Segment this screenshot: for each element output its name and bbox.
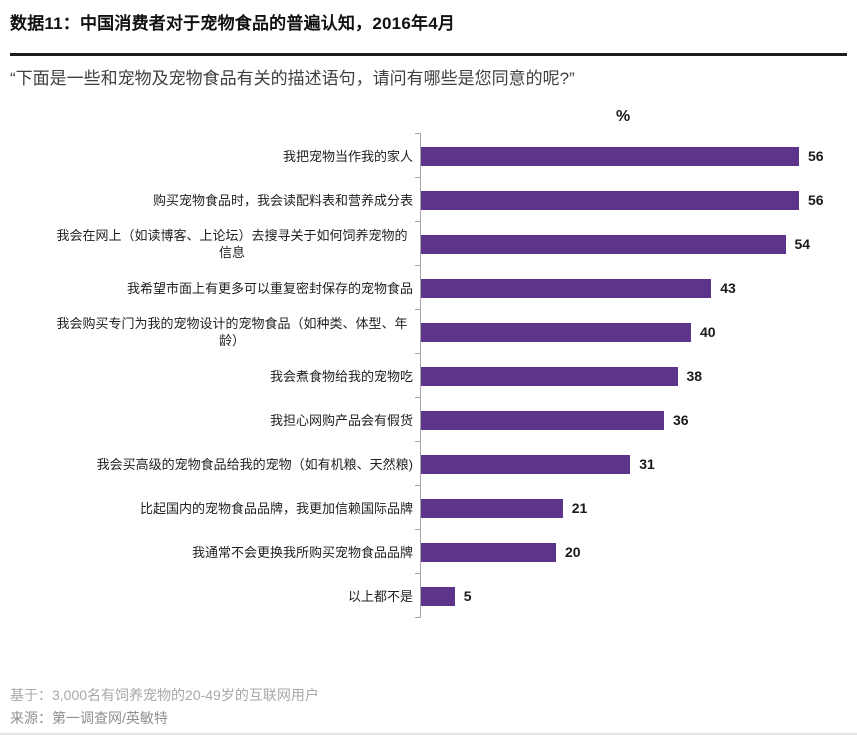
chart-footnotes: 基于：3,000名有饲养宠物的20-49岁的互联网用户 来源：第一调查网/英敏特 [10, 684, 847, 730]
chart-row: 我会在网上（如读博客、上论坛）去搜寻关于如何饲养宠物的信息 54 [10, 221, 847, 266]
bar [421, 498, 563, 518]
source-note: 来源：第一调查网/英敏特 [10, 710, 168, 726]
bar [421, 542, 556, 562]
value-label: 21 [571, 500, 588, 516]
bar [421, 278, 712, 298]
page-title: 数据11：中国消费者对于宠物食品的普遍认知，2016年4月 [10, 14, 456, 33]
bar [421, 234, 786, 254]
category-cell: 以上都不是 [10, 588, 420, 605]
category-cell: 我担心网购产品会有假货 [10, 412, 420, 429]
value-label: 38 [686, 368, 703, 384]
value-label: 54 [794, 236, 811, 252]
category-label: 我希望市面上有更多可以重复密封保存的宠物食品 [126, 280, 413, 296]
category-cell: 我希望市面上有更多可以重复密封保存的宠物食品 [10, 280, 420, 297]
category-label: 以上都不是 [347, 588, 413, 604]
chart-row: 我会煮食物给我的宠物吃 38 [10, 353, 847, 398]
value-label: 56 [808, 192, 824, 208]
chart-row: 我希望市面上有更多可以重复密封保存的宠物食品 43 [10, 265, 847, 310]
chart-row: 我会买高级的宠物食品给我的宠物（如有机粮、天然粮) 31 [10, 441, 847, 486]
bar-cell: 21 [415, 485, 847, 530]
category-label: 我会购买专门为我的宠物设计的宠物食品（如种类、体型、年龄） [56, 316, 408, 348]
bar [421, 366, 678, 386]
bar-cell: 36 [415, 397, 847, 442]
bar [421, 190, 799, 210]
bar [421, 322, 691, 342]
bar [421, 586, 455, 606]
category-cell: 我会买高级的宠物食品给我的宠物（如有机粮、天然粮) [10, 456, 420, 473]
value-label: 20 [565, 544, 581, 560]
bar [421, 410, 664, 430]
value-label: 40 [700, 324, 716, 340]
bar [421, 146, 799, 166]
bar-chart: % 我把宠物当作我的家人 56 购买宠物食品时，我会读配料表和营养成分表 56 我会在网… [10, 108, 847, 618]
value-label: 56 [808, 148, 824, 164]
survey-question: “下面是一些和宠物及宠物食品有关的描述语句，请问有哪些是您同意的呢?” [10, 69, 575, 88]
value-label: 36 [673, 412, 689, 428]
category-cell: 比起国内的宠物食品品牌，我更加信赖国际品牌 [10, 500, 420, 517]
bar-cell: 5 [415, 573, 847, 618]
category-label: 我通常不会更换我所购买宠物食品品牌 [191, 544, 413, 560]
base-note: 基于：3,000名有饲养宠物的20-49岁的互联网用户 [10, 687, 319, 703]
bar-cell: 20 [415, 529, 847, 574]
bar-cell: 56 [415, 133, 847, 178]
chart-row: 以上都不是 5 [10, 573, 847, 618]
bar-cell: 38 [415, 353, 847, 398]
category-label: 我会在网上（如读博客、上论坛）去搜寻关于如何饲养宠物的信息 [56, 228, 408, 260]
bar-cell: 31 [415, 441, 847, 486]
axis-unit-spacer [10, 108, 420, 134]
bar-cell: 56 [415, 177, 847, 222]
chart-row: 我通常不会更换我所购买宠物食品品牌 20 [10, 529, 847, 574]
category-cell: 我把宠物当作我的家人 [10, 148, 420, 165]
chart-row: 我把宠物当作我的家人 56 [10, 133, 847, 178]
category-label: 我会煮食物给我的宠物吃 [269, 368, 413, 384]
title-divider [10, 53, 847, 56]
chart-row: 比起国内的宠物食品品牌，我更加信赖国际品牌 21 [10, 485, 847, 530]
category-label: 比起国内的宠物食品品牌，我更加信赖国际品牌 [139, 500, 413, 516]
chart-row: 我会购买专门为我的宠物设计的宠物食品（如种类、体型、年龄） 40 [10, 309, 847, 354]
category-label: 我担心网购产品会有假货 [269, 412, 413, 428]
category-label: 我把宠物当作我的家人 [282, 148, 413, 164]
chart-row: 购买宠物食品时，我会读配料表和营养成分表 56 [10, 177, 847, 222]
value-label: 5 [463, 588, 472, 604]
category-label: 我会买高级的宠物食品给我的宠物（如有机粮、天然粮) [96, 456, 413, 472]
category-label: 购买宠物食品时，我会读配料表和营养成分表 [152, 192, 413, 208]
bar-cell: 43 [415, 265, 847, 310]
category-cell: 我会购买专门为我的宠物设计的宠物食品（如种类、体型、年龄） [10, 315, 420, 349]
category-cell: 我会在网上（如读博客、上论坛）去搜寻关于如何饲养宠物的信息 [10, 227, 420, 261]
bar [421, 454, 631, 474]
chart-row: 我担心网购产品会有假货 36 [10, 397, 847, 442]
category-cell: 购买宠物食品时，我会读配料表和营养成分表 [10, 192, 420, 209]
category-cell: 我通常不会更换我所购买宠物食品品牌 [10, 544, 420, 561]
value-label: 43 [720, 280, 736, 296]
axis-unit-label: % [616, 108, 631, 125]
chart-rows: 我把宠物当作我的家人 56 购买宠物食品时，我会读配料表和营养成分表 56 我会在网上（… [10, 133, 847, 618]
bar-cell: 40 [415, 309, 847, 354]
axis-unit-row: % [10, 108, 847, 134]
category-cell: 我会煮食物给我的宠物吃 [10, 368, 420, 385]
value-label: 31 [639, 456, 655, 472]
bar-cell: 54 [415, 221, 847, 266]
